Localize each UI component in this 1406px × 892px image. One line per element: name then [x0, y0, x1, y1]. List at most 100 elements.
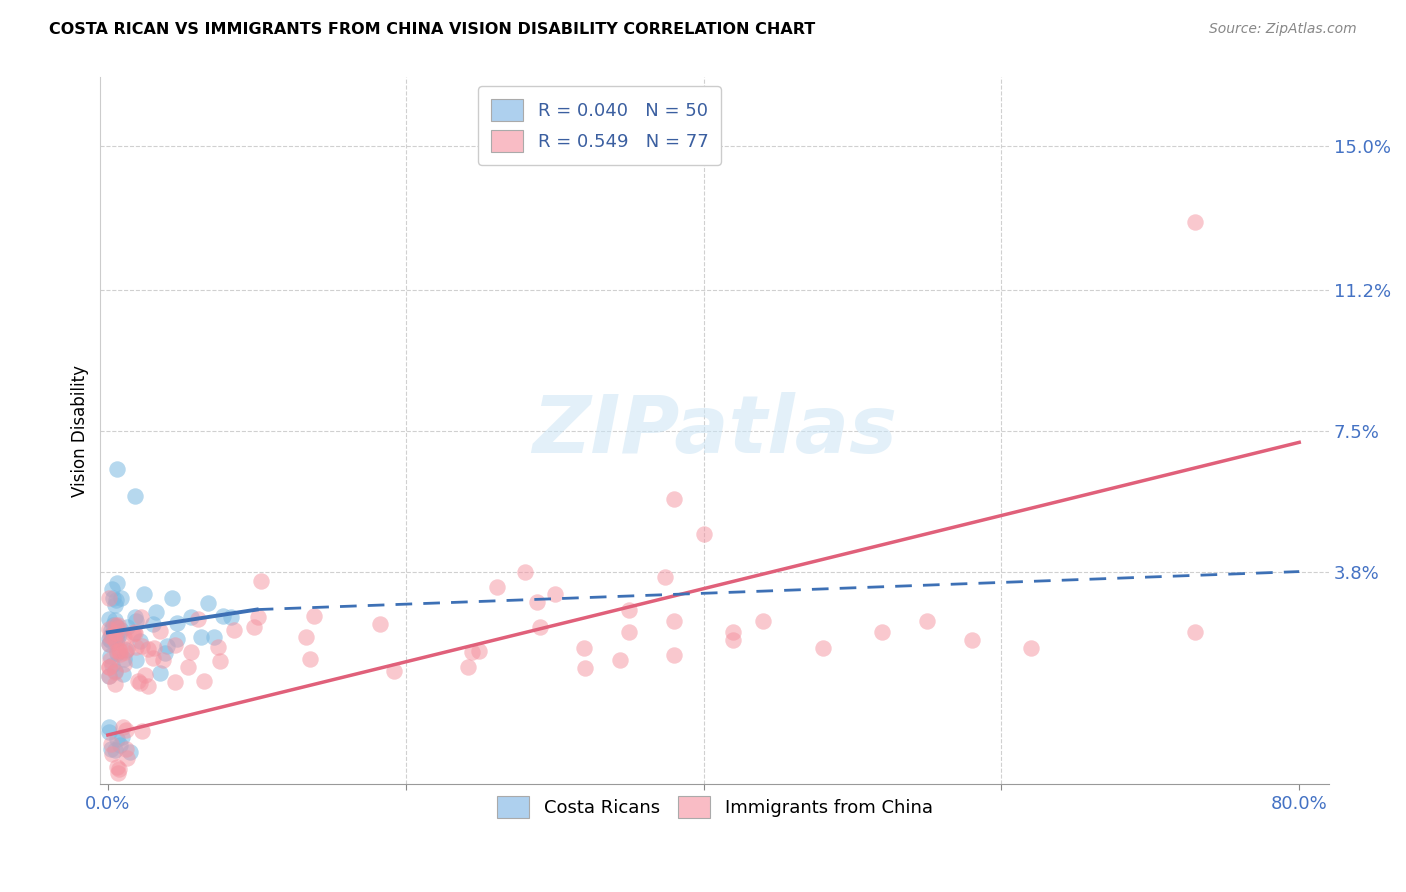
Point — [100, 742, 122, 756]
Point — [103, 632, 125, 646]
Point — [149, 665, 172, 680]
Point — [98, 629, 121, 643]
Point — [468, 644, 491, 658]
Point — [105, 646, 128, 660]
Point — [187, 612, 209, 626]
Point — [110, 623, 132, 637]
Point — [145, 605, 167, 619]
Point — [125, 640, 148, 654]
Point — [207, 640, 229, 655]
Point — [124, 625, 146, 640]
Point — [105, 632, 128, 647]
Point — [166, 615, 188, 630]
Point — [98, 632, 121, 647]
Point — [104, 665, 127, 680]
Point — [120, 745, 142, 759]
Point — [752, 614, 775, 628]
Point — [211, 608, 233, 623]
Point — [368, 616, 391, 631]
Point — [723, 632, 745, 647]
Point — [609, 653, 631, 667]
Point — [98, 669, 121, 683]
Point — [103, 591, 125, 606]
Point — [486, 580, 509, 594]
Point — [98, 591, 121, 606]
Point — [112, 630, 135, 644]
Point — [243, 620, 266, 634]
Point — [112, 657, 135, 672]
Point — [617, 602, 640, 616]
Point — [104, 743, 127, 757]
Point — [103, 628, 125, 642]
Point — [142, 651, 165, 665]
Point — [107, 618, 129, 632]
Point — [156, 639, 179, 653]
Point — [299, 652, 322, 666]
Point — [105, 626, 128, 640]
Point — [98, 653, 121, 667]
Point — [134, 668, 156, 682]
Point — [104, 677, 127, 691]
Point — [193, 674, 215, 689]
Point — [98, 660, 121, 674]
Point — [180, 610, 202, 624]
Point — [100, 737, 122, 751]
Point — [108, 762, 131, 776]
Point — [166, 632, 188, 647]
Point — [100, 582, 122, 596]
Point — [112, 720, 135, 734]
Point — [114, 642, 136, 657]
Point — [461, 644, 484, 658]
Point — [662, 614, 685, 628]
Point — [132, 587, 155, 601]
Point — [202, 630, 225, 644]
Point — [152, 652, 174, 666]
Point — [209, 654, 232, 668]
Point — [870, 625, 893, 640]
Point — [110, 738, 132, 752]
Point — [811, 640, 834, 655]
Point — [153, 647, 176, 661]
Point — [176, 660, 198, 674]
Point — [180, 644, 202, 658]
Point — [529, 620, 551, 634]
Point — [104, 613, 127, 627]
Point — [513, 565, 536, 579]
Point — [222, 623, 245, 637]
Point — [526, 595, 548, 609]
Point — [662, 492, 685, 507]
Point — [915, 614, 938, 628]
Point — [105, 731, 128, 746]
Point — [98, 724, 121, 739]
Point — [100, 627, 122, 641]
Point — [100, 747, 122, 761]
Point — [100, 634, 122, 648]
Point — [110, 647, 132, 661]
Point — [107, 765, 129, 780]
Point — [1019, 640, 1042, 655]
Point — [107, 621, 129, 635]
Point — [1184, 215, 1206, 229]
Point — [457, 659, 479, 673]
Point — [115, 642, 138, 657]
Point — [122, 627, 145, 641]
Point — [124, 610, 146, 624]
Y-axis label: Vision Disability: Vision Disability — [72, 365, 89, 497]
Point — [104, 630, 127, 644]
Point — [115, 751, 138, 765]
Point — [105, 576, 128, 591]
Point — [104, 635, 127, 649]
Point — [107, 628, 129, 642]
Point — [143, 640, 166, 655]
Point — [302, 608, 325, 623]
Point — [197, 596, 219, 610]
Point — [295, 630, 318, 644]
Point — [662, 648, 685, 663]
Point — [98, 660, 121, 674]
Point — [125, 652, 148, 666]
Point — [723, 625, 745, 640]
Point — [105, 619, 128, 633]
Point — [960, 632, 983, 647]
Point — [129, 609, 152, 624]
Point — [105, 620, 128, 634]
